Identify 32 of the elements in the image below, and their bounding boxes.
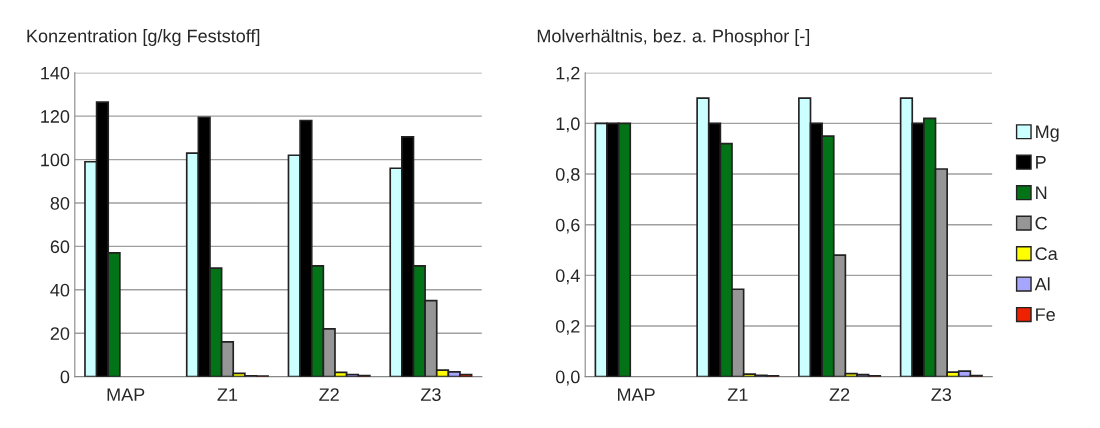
y-tick-label: 0,0 [555,370,580,386]
y-tick-label: 0 [60,370,70,384]
x-tick-label: Z1 [217,388,238,401]
chart-title: Konzentration [g/kg Feststoff] [27,29,260,46]
legend-label: N [1036,186,1047,199]
y-tick-label: 1,2 [556,66,580,82]
x-tick-label: MAP [107,388,145,401]
y-tick-label: 0,4 [555,269,580,285]
y-tick-label: 1,0 [556,117,580,133]
legend-label: Mg [1036,125,1059,142]
x-tick-label: Z1 [727,388,748,401]
y-tick-label: 80 [50,196,70,210]
legend-label: Fe [1036,308,1055,321]
x-tick-label: Z2 [319,388,339,401]
y-tick-label: 140 [41,66,70,80]
y-tick-label: 0,2 [555,319,580,335]
y-tick-label: 40 [50,283,70,297]
legend-label: P [1036,156,1046,169]
x-tick-label: Z3 [420,388,441,402]
legend-label: Al [1034,277,1050,291]
chart-title: Molverhältnis, bez. a. Phosphor [-] [537,29,810,46]
legend-label: C [1035,216,1047,230]
y-tick-label: 60 [50,240,70,254]
y-tick-label: 0,8 [555,167,580,183]
x-tick-label: Z3 [931,388,952,402]
y-tick-label: 100 [41,153,70,167]
x-tick-label: Z2 [829,388,850,401]
y-tick-label: 20 [50,327,70,340]
legend-label: Ca [1035,247,1058,261]
x-tick-label: MAP [617,388,655,401]
y-tick-label: 120 [41,110,70,123]
y-tick-label: 0,6 [555,218,580,234]
